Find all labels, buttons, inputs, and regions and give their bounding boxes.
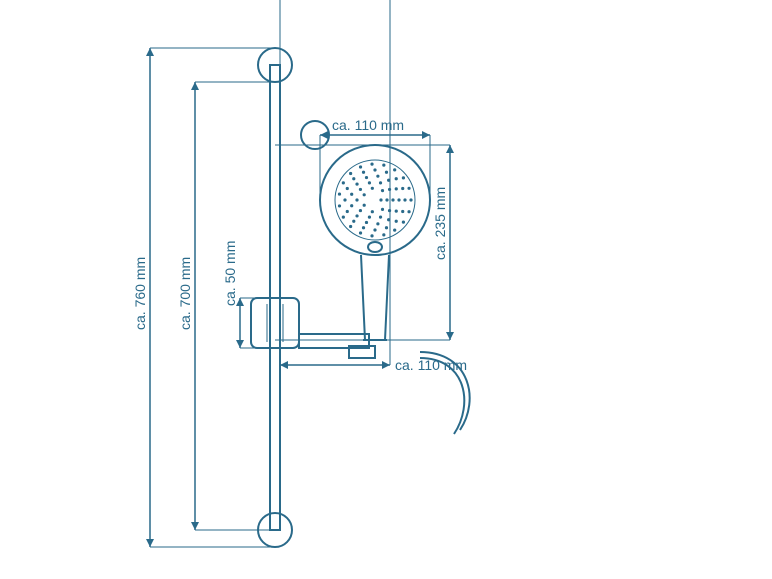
shower-handle: [361, 255, 389, 340]
technical-drawing: ca. 760 mm ca. 700 mm ca. 50 mm ca. 110 mm c…: [0, 0, 772, 579]
dim-label: ca. 50 mm: [222, 241, 238, 306]
shower-head-inner: [335, 160, 415, 240]
dim-label: ca. 110 mm: [332, 117, 404, 133]
shower-head-outer: [320, 145, 430, 255]
dim-label: ca. 110 mm: [395, 357, 467, 373]
dim-label: ca. 700 mm: [177, 257, 193, 330]
dim-label: ca. 760 mm: [132, 257, 148, 330]
dim-label: ca. 235 mm: [432, 187, 448, 260]
